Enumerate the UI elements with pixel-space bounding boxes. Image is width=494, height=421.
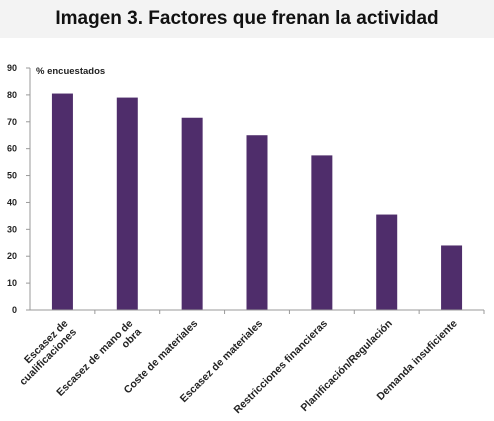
- bar: [441, 245, 463, 310]
- y-tick-label: 80: [7, 90, 17, 100]
- bar: [246, 135, 268, 310]
- y-tick-label: 20: [7, 251, 17, 261]
- y-tick-label: 0: [12, 305, 17, 315]
- y-tick-label: 50: [7, 171, 17, 181]
- y-tick-label: 70: [7, 117, 17, 127]
- y-tick-label: 10: [7, 278, 17, 288]
- y-tick-label: 90: [7, 63, 17, 73]
- bar: [51, 93, 73, 311]
- bars: [51, 93, 463, 311]
- chart-title: Imagen 3. Factores que frenan la activid…: [0, 0, 494, 38]
- bar: [116, 97, 138, 310]
- y-tick-label: 60: [7, 144, 17, 154]
- y-tick-label: 40: [7, 197, 17, 207]
- y-axis-label: % encuestados: [36, 66, 105, 77]
- bar: [181, 117, 203, 310]
- y-axis: 0 10 20 30 40 50 60 70 80 90: [7, 63, 31, 315]
- y-tick-label: 30: [7, 224, 17, 234]
- bar: [311, 155, 333, 310]
- bar: [376, 214, 398, 310]
